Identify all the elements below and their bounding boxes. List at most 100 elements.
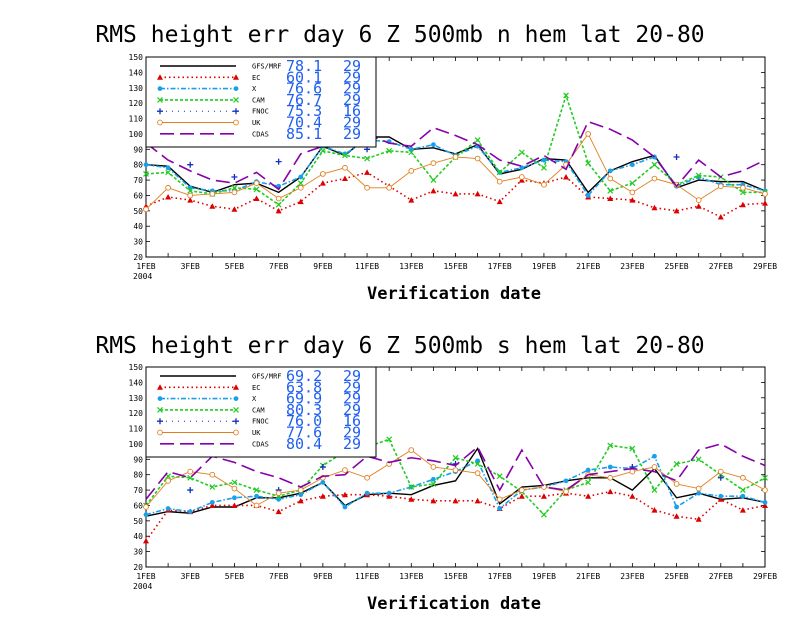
series-gfs-mrf bbox=[145, 447, 766, 517]
data-point bbox=[430, 177, 437, 184]
data-point bbox=[187, 468, 194, 475]
x-tick-label: 3FEB bbox=[181, 572, 200, 581]
data-point bbox=[320, 479, 326, 485]
x-tick-label: 27FEB bbox=[709, 572, 733, 581]
data-point bbox=[408, 167, 415, 174]
y-tick-label: 60 bbox=[133, 191, 143, 200]
legend-marker bbox=[233, 406, 239, 413]
legend-marker bbox=[233, 119, 239, 126]
legend-name: CAM bbox=[252, 406, 265, 414]
data-point bbox=[275, 201, 282, 208]
legend-name: FNOC bbox=[252, 418, 269, 426]
x-tick-label: 11FEB bbox=[355, 262, 379, 271]
data-point bbox=[408, 197, 415, 203]
legend-item: GFS/MRF 78.1 29 bbox=[160, 57, 361, 75]
data-point bbox=[165, 506, 171, 511]
data-point bbox=[231, 206, 238, 212]
x-tick-label: 23FEB bbox=[620, 572, 644, 581]
legend-item: UK 70.4 29 bbox=[157, 114, 361, 132]
data-point bbox=[518, 174, 525, 180]
legend-box bbox=[145, 56, 377, 148]
data-point bbox=[474, 497, 481, 504]
legend-count: 29 bbox=[343, 68, 361, 86]
data-point bbox=[430, 142, 436, 148]
legend-name: UK bbox=[252, 429, 261, 437]
data-point bbox=[585, 193, 591, 198]
y-tick-label: 120 bbox=[129, 99, 144, 108]
data-point bbox=[253, 502, 260, 509]
legend-count: 16 bbox=[343, 412, 361, 430]
data-point bbox=[143, 206, 149, 213]
legend-mean: 80.4 bbox=[286, 435, 322, 453]
data-point bbox=[386, 490, 392, 496]
data-point bbox=[629, 445, 636, 452]
legend-marker bbox=[157, 108, 163, 115]
legend-name: GFS/MRF bbox=[252, 63, 282, 71]
x-tick-label: 19FEB bbox=[532, 572, 556, 581]
data-point bbox=[341, 491, 348, 498]
data-point bbox=[540, 493, 547, 499]
legend-marker bbox=[157, 406, 163, 413]
data-point bbox=[496, 169, 503, 176]
data-point bbox=[474, 190, 481, 197]
series-fnoc bbox=[187, 460, 724, 494]
data-point bbox=[209, 499, 215, 505]
data-point bbox=[695, 516, 702, 522]
legend-item: CAM 80.3 29 bbox=[157, 401, 361, 419]
data-point bbox=[717, 474, 724, 481]
data-point bbox=[430, 187, 437, 194]
legend-name: X bbox=[252, 85, 257, 93]
y-tick-label: 140 bbox=[129, 378, 144, 387]
y-tick-label: 60 bbox=[133, 501, 143, 510]
data-point bbox=[143, 162, 149, 168]
data-point bbox=[319, 493, 326, 499]
data-point bbox=[607, 464, 613, 470]
y-tick-label: 110 bbox=[129, 425, 144, 434]
data-point bbox=[718, 493, 724, 499]
legend-mean: 76.6 bbox=[286, 80, 322, 98]
series-fnoc bbox=[187, 146, 680, 180]
data-point bbox=[165, 194, 172, 200]
data-point bbox=[585, 131, 591, 137]
y-tick-label: 140 bbox=[129, 68, 144, 77]
data-point bbox=[585, 160, 592, 167]
data-point bbox=[652, 453, 657, 459]
data-point bbox=[187, 192, 194, 199]
data-point bbox=[674, 504, 679, 510]
legend-marker bbox=[157, 119, 163, 126]
data-point bbox=[563, 174, 570, 180]
legend-marker bbox=[157, 74, 163, 80]
data-point bbox=[320, 171, 326, 177]
data-point bbox=[607, 195, 614, 202]
series-line bbox=[145, 120, 766, 191]
data-point bbox=[275, 490, 282, 497]
series-cdas bbox=[145, 443, 766, 500]
data-point bbox=[585, 493, 592, 499]
x-tick-label: 25FEB bbox=[665, 262, 689, 271]
legend-name: CDAS bbox=[252, 440, 269, 448]
data-point bbox=[739, 487, 746, 494]
legend-marker bbox=[157, 396, 163, 401]
series-line bbox=[145, 139, 766, 197]
data-point bbox=[341, 175, 348, 182]
data-point bbox=[231, 174, 238, 180]
data-point bbox=[364, 155, 370, 162]
data-point bbox=[695, 203, 702, 209]
data-point bbox=[364, 474, 370, 481]
data-point bbox=[496, 473, 503, 480]
data-point bbox=[496, 178, 503, 185]
legend-mean: 60.1 bbox=[286, 68, 322, 86]
legend-item: CDAS 85.1 29 bbox=[160, 125, 361, 143]
legend-mean: 80.3 bbox=[286, 401, 322, 419]
data-point bbox=[629, 493, 636, 499]
data-point bbox=[541, 511, 547, 518]
data-point bbox=[762, 200, 768, 206]
data-point bbox=[408, 496, 415, 502]
y-tick-label: 50 bbox=[133, 207, 143, 216]
series-uk bbox=[143, 131, 768, 213]
data-point bbox=[629, 468, 636, 475]
legend-item: CAM 76.7 29 bbox=[157, 91, 361, 109]
y-tick-label: 150 bbox=[129, 53, 144, 62]
